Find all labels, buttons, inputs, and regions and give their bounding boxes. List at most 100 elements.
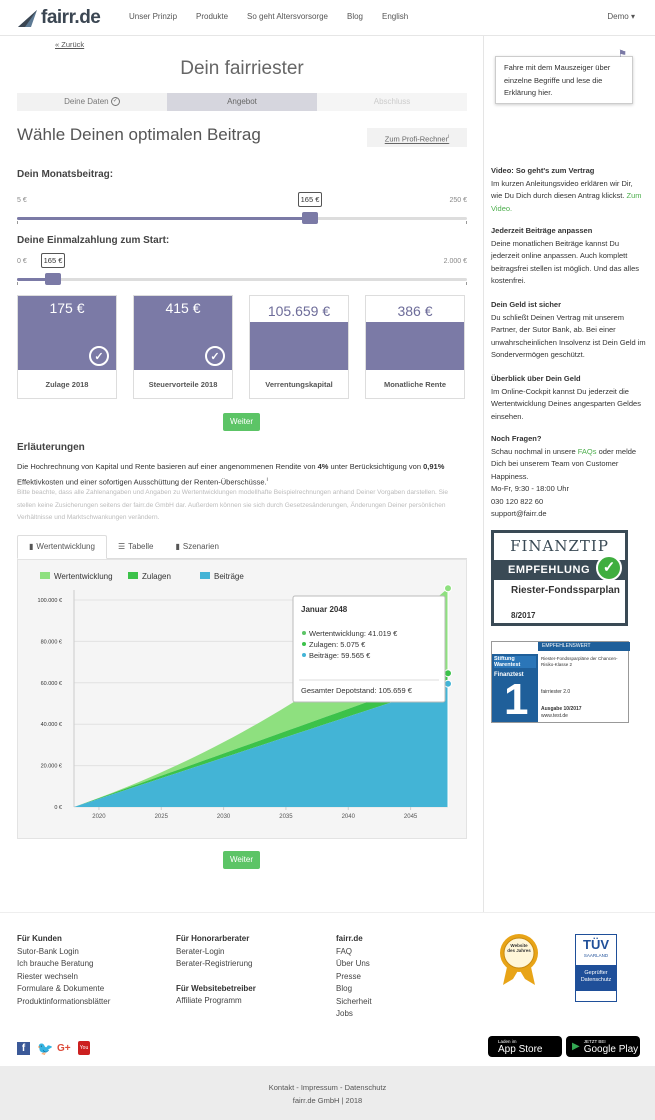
tooltip-dot xyxy=(302,642,306,646)
nav-prinzip[interactable]: Unser Prinzip xyxy=(129,12,178,21)
video-link[interactable]: Zum Video. xyxy=(491,191,642,213)
profi-rechner-link[interactable]: Zum Profi-Rechneri xyxy=(367,128,467,147)
tab-szenarien[interactable]: ▮ Szenarien xyxy=(164,535,229,559)
footer-link[interactable]: Ich brauche Beratung xyxy=(17,959,94,968)
x-tick-label: 2030 xyxy=(217,814,231,820)
y-tick-label: 100.000 € xyxy=(38,598,62,604)
card-monatliche-rente[interactable]: 386 € Monatliche Rente xyxy=(365,295,465,399)
card-value: 175 € xyxy=(49,300,85,316)
app-store-button[interactable]: Laden im App Store xyxy=(488,1036,562,1057)
legend-label: Wertentwicklung xyxy=(54,572,113,581)
app-store-label: App Store xyxy=(498,1043,543,1055)
legend-swatch xyxy=(40,572,50,579)
footer-link[interactable]: Produktinformationsblätter xyxy=(17,996,111,1006)
nav-blog[interactable]: Blog xyxy=(346,12,363,21)
google-play-button[interactable]: ▶ JETZT BEI Google Play xyxy=(566,1036,640,1057)
section-heading: Wähle Deinen optimalen Beitrag xyxy=(17,125,261,144)
step-angebot: Angebot xyxy=(167,93,317,111)
block-title: Dein Geld ist sicher xyxy=(491,300,562,309)
nav-altersvorsorge[interactable]: So geht Altersvorsorge xyxy=(247,12,328,21)
footer-link[interactable]: Affiliate Programm xyxy=(176,996,242,1005)
footer-link[interactable]: Sutor-Bank Login xyxy=(17,946,79,956)
back-link[interactable]: « Zurück xyxy=(55,40,85,49)
chart-tabs: ▮ Wertentwicklung ☰ Tabelle ▮ Szenarien xyxy=(17,535,467,559)
monthly-slider[interactable]: 165 € xyxy=(17,192,467,224)
monthly-slider-fill xyxy=(17,217,310,220)
card-zulage[interactable]: 175 € ✓ Zulage 2018 xyxy=(17,295,117,399)
video-text: Im kurzen Anleitungsvideo erklären wir D… xyxy=(491,178,633,201)
tab-tabelle[interactable]: ☰ Tabelle xyxy=(107,535,165,559)
y-tick-label: 80.000 € xyxy=(41,639,62,645)
footer-link[interactable]: Blog xyxy=(336,984,353,993)
x-tick-label: 2045 xyxy=(404,814,418,820)
step-deine-daten[interactable]: Deine Daten ✓ xyxy=(17,93,167,111)
fragen-block: Noch Fragen? Schau nochmal in unsere FAQ… xyxy=(491,433,646,521)
demo-label: Demo xyxy=(607,12,629,21)
card-fill: 175 € ✓ xyxy=(18,296,116,370)
slider-tick xyxy=(17,282,18,285)
faq-link[interactable]: FAQs xyxy=(577,446,597,456)
email[interactable]: support@fairr.de xyxy=(491,509,547,518)
card-steuervorteile[interactable]: 415 € ✓ Steuervorteile 2018 xyxy=(133,295,233,399)
footer-link[interactable]: Berater-Registrierung xyxy=(176,959,253,968)
tuev-text: Geprüfter Datenschutz xyxy=(576,965,616,991)
slider-tick xyxy=(466,282,467,285)
sicher-block: Dein Geld ist sicher Du schließt Deinen … xyxy=(491,299,646,362)
tab-wertentwicklung[interactable]: ▮ Wertentwicklung xyxy=(17,535,107,559)
footer-link[interactable]: Presse xyxy=(336,971,361,981)
oneoff-slider-handle[interactable] xyxy=(45,273,61,285)
nav-produkte[interactable]: Produkte xyxy=(196,12,229,21)
legend-label: Beiträge xyxy=(214,572,244,581)
demo-dropdown[interactable]: Demo ▾ xyxy=(607,12,635,21)
youtube-icon[interactable]: You xyxy=(78,1041,90,1055)
monthly-value-bubble: 165 € xyxy=(298,192,322,207)
nav-english[interactable]: English xyxy=(382,12,409,21)
weiter-button-bottom[interactable]: Weiter xyxy=(223,851,260,869)
footer-link[interactable]: Riester wechseln xyxy=(17,971,78,981)
footer-link[interactable]: FAQ xyxy=(336,946,353,956)
block-text: Deine monatlichen Beiträge kannst Du jed… xyxy=(491,238,639,286)
flag-icon: ⚑ xyxy=(618,49,627,60)
video-title: Video: So geht's zum Vertrag xyxy=(491,166,595,175)
facebook-icon[interactable]: f xyxy=(17,1042,30,1055)
warentest-logo: Stiftung Warentest Finanztest 1 xyxy=(492,654,538,722)
award-seal: Website des Jahres xyxy=(499,933,539,987)
footer-link[interactable]: Formulare & Dokumente xyxy=(17,984,105,993)
footer-link[interactable]: Sicherheit xyxy=(336,996,372,1006)
card-fill xyxy=(366,322,464,370)
finanztip-brand: FINANZTIP xyxy=(510,537,609,555)
card-value: 415 € xyxy=(165,300,201,316)
card-fill xyxy=(250,322,348,370)
legal-links[interactable]: Kontakt - Impressum - Datenschutz xyxy=(268,1083,387,1092)
series-beitraege-area xyxy=(74,683,448,807)
googleplus-icon[interactable]: G+ xyxy=(57,1043,71,1054)
oneoff-label: Deine Einmalzahlung zum Start: xyxy=(17,235,170,246)
warentest-issue: Ausgabe 10/2017 xyxy=(541,706,582,712)
weiter-button[interactable]: Weiter xyxy=(223,413,260,431)
oneoff-slider[interactable]: 165 € xyxy=(17,253,467,285)
rate: 4% xyxy=(317,462,329,471)
footer-link[interactable]: Berater-Login xyxy=(176,946,225,956)
phone[interactable]: 030 120 822 60 xyxy=(491,496,544,506)
logo[interactable]: fairr.de xyxy=(17,5,101,31)
google-play-label: Google Play xyxy=(583,1043,639,1055)
card-caption: Steuervorteile 2018 xyxy=(148,380,218,389)
chart-panel: Wertentwicklung Zulagen Beiträge 0 € 20.000 … xyxy=(17,559,467,839)
tooltip-total: Gesamter Depotstand: 105.659 € xyxy=(301,686,413,695)
hint-box: Fahre mit dem Mauszeiger über einzelne B… xyxy=(495,56,633,104)
step-abschluss: Abschluss xyxy=(317,93,467,111)
footer-col-berater: Für Honorarberater Berater-Login Berater… xyxy=(176,933,256,1008)
award-seal-icon xyxy=(500,934,538,985)
text-part: Die Hochrechnung von Kapital und Rente b… xyxy=(17,462,318,471)
top-navbar: fairr.de Unser Prinzip Produkte So geht … xyxy=(0,0,655,36)
warentest-url: www.test.de xyxy=(541,713,568,719)
info-icon: i xyxy=(448,134,450,140)
google-play-small: JETZT BEI xyxy=(583,1038,606,1044)
footer-link[interactable]: Jobs xyxy=(336,1009,353,1018)
monthly-slider-handle[interactable] xyxy=(302,212,318,224)
table-icon: ☰ xyxy=(117,542,126,551)
result-cards: 175 € ✓ Zulage 2018 415 € ✓ Steuervortei… xyxy=(17,295,467,399)
card-verrentungskapital[interactable]: 105.659 € Verrentungskapital xyxy=(249,295,349,399)
footer-link[interactable]: Über Uns xyxy=(336,959,370,968)
twitter-icon[interactable]: 🐦 xyxy=(37,1041,54,1056)
